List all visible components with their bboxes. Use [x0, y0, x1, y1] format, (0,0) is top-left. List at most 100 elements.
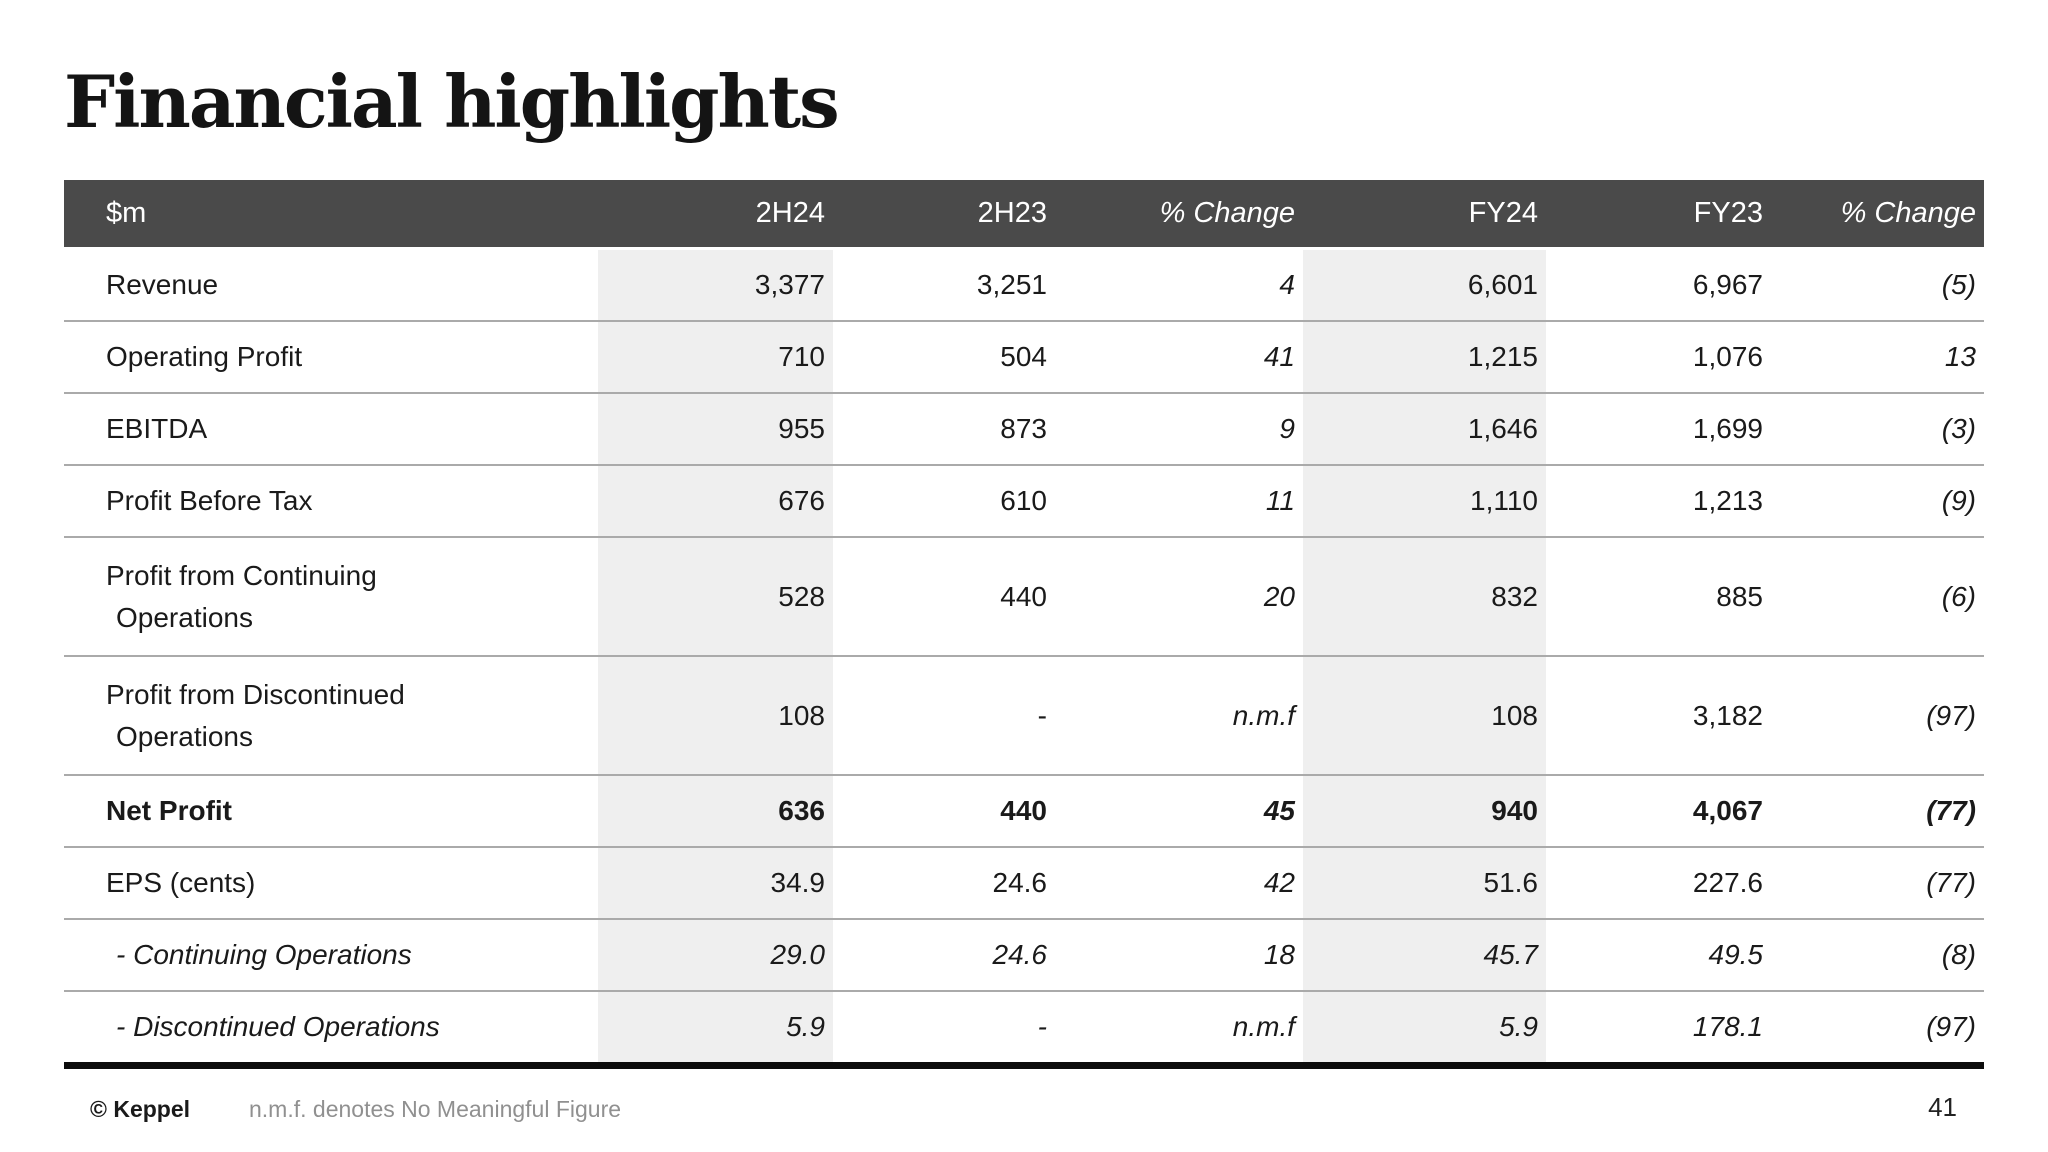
row-label: Operating Profit — [64, 322, 598, 392]
table-cell: 227.6 — [1692, 867, 1763, 898]
table-cell: 6,967 — [1692, 269, 1763, 300]
row-label-text: Operating Profit — [106, 341, 303, 372]
table-cell: 178.1 — [1692, 1011, 1763, 1042]
table-cell: 676 — [598, 466, 833, 536]
table-cell: (6) — [1941, 580, 1976, 612]
table-cell: 51.6 — [1303, 848, 1546, 918]
table-cell: n.m.f — [1232, 699, 1295, 731]
column-header-unit: $m — [106, 197, 147, 229]
table-cell: 955 — [598, 394, 833, 464]
row-label-text: Profit from Discontinued — [106, 678, 405, 710]
table-body: Revenue 3,377 3,251 4 6,601 6,967 (5) Op… — [64, 250, 1984, 1069]
table-row-operating-profit: Operating Profit 710 504 41 1,215 1,076 … — [64, 320, 1984, 392]
table-cell: 4,067 — [1692, 795, 1763, 826]
table-row-ebitda: EBITDA 955 873 9 1,646 1,699 (3) — [64, 392, 1984, 464]
table-cell: - — [1037, 699, 1047, 731]
table-cell: 45.7 — [1303, 920, 1546, 990]
table-cell: n.m.f — [1232, 1011, 1295, 1042]
table-cell: (8) — [1941, 939, 1976, 970]
column-header-fy23: FY23 — [1693, 197, 1763, 229]
table-cell: 13 — [1944, 341, 1976, 372]
row-label-text-line2: Operations — [116, 601, 253, 633]
table-cell: 108 — [1303, 657, 1546, 774]
table-cell: 20 — [1263, 580, 1295, 612]
table-cell: 3,182 — [1692, 699, 1763, 731]
column-header-fy24: FY24 — [1468, 197, 1538, 229]
table-row-eps-discontinued: - Discontinued Operations 5.9 - n.m.f 5.… — [64, 990, 1984, 1062]
table-cell: 108 — [598, 657, 833, 774]
table-cell: - — [1037, 1011, 1047, 1042]
table-cell: 11 — [1265, 485, 1295, 516]
table-cell: 636 — [598, 776, 833, 846]
table-cell: 6,601 — [1303, 250, 1546, 320]
table-row-eps-continuing: - Continuing Operations 29.0 24.6 18 45.… — [64, 918, 1984, 990]
table-cell: (77) — [1926, 867, 1976, 898]
table-row-profit-discontinued-operations: Profit from Discontinued Operations 108 … — [64, 655, 1984, 774]
table-cell: 41 — [1263, 341, 1295, 372]
table-cell: 885 — [1716, 580, 1763, 612]
column-header-full-year-change: % Change — [1840, 197, 1976, 229]
table-cell: 710 — [598, 322, 833, 392]
column-header-2h24: 2H24 — [755, 197, 825, 229]
table-cell: 18 — [1263, 939, 1295, 970]
table-cell: 29.0 — [598, 920, 833, 990]
table-cell: 504 — [1000, 341, 1047, 372]
table-cell: (97) — [1926, 699, 1976, 731]
table-cell: 5.9 — [1303, 992, 1546, 1062]
table-cell: 440 — [1000, 580, 1047, 612]
row-label-text: - Continuing Operations — [116, 939, 412, 970]
row-label-text: Profit from Continuing — [106, 559, 377, 591]
table-cell: 49.5 — [1708, 939, 1764, 970]
table-cell: 940 — [1303, 776, 1546, 846]
table-cell: 3,251 — [976, 269, 1047, 300]
table-cell: 42 — [1263, 867, 1295, 898]
row-label-text: Net Profit — [106, 795, 232, 826]
table-row-net-profit: Net Profit 636 440 45 940 4,067 (77) — [64, 774, 1984, 846]
row-label-text: EBITDA — [106, 413, 208, 444]
row-label: - Discontinued Operations — [64, 992, 598, 1062]
row-label-text: Profit Before Tax — [106, 485, 313, 516]
table-cell: 3,377 — [598, 250, 833, 320]
table-cell: 873 — [1000, 413, 1047, 444]
page-number: 41 — [1928, 1092, 1957, 1122]
row-label-text: Revenue — [106, 269, 219, 300]
table-header-row: $m 2H24 2H23 % Change FY24 FY23 % Change — [64, 180, 1984, 250]
table-row-eps: EPS (cents) 34.9 24.6 42 51.6 227.6 (77) — [64, 846, 1984, 918]
table-cell: 4 — [1279, 269, 1295, 300]
row-label: - Continuing Operations — [64, 920, 598, 990]
row-label-text: EPS (cents) — [106, 867, 256, 898]
row-label: Profit Before Tax — [64, 466, 598, 536]
table-cell: 24.6 — [992, 867, 1048, 898]
page-title: Financial highlights — [64, 59, 840, 144]
table-cell: 1,699 — [1692, 413, 1763, 444]
table-cell: 34.9 — [598, 848, 833, 918]
table-cell: 45 — [1263, 795, 1295, 826]
financial-highlights-table: $m 2H24 2H23 % Change FY24 FY23 % Change… — [64, 180, 1984, 1069]
table-cell: (77) — [1926, 795, 1976, 826]
row-label: EPS (cents) — [64, 848, 598, 918]
copyright-label: © Keppel — [90, 1096, 191, 1122]
table-cell: 5.9 — [598, 992, 833, 1062]
column-header-half-year-change: % Change — [1159, 197, 1295, 229]
table-cell: 1,076 — [1692, 341, 1763, 372]
table-cell: 832 — [1303, 538, 1546, 655]
table-row-profit-before-tax: Profit Before Tax 676 610 11 1,110 1,213… — [64, 464, 1984, 536]
table-row-profit-continuing-operations: Profit from Continuing Operations 528 44… — [64, 536, 1984, 655]
row-label-text-line2: Operations — [116, 720, 253, 752]
table-cell: 1,646 — [1303, 394, 1546, 464]
table-cell: 610 — [1000, 485, 1047, 516]
table-cell: (9) — [1941, 485, 1976, 516]
nmf-footnote: n.m.f. denotes No Meaningful Figure — [249, 1096, 622, 1122]
table-cell: 9 — [1279, 413, 1295, 444]
row-label: Profit from Continuing Operations — [64, 538, 598, 655]
table-cell: 528 — [598, 538, 833, 655]
row-label-text: - Discontinued Operations — [116, 1011, 440, 1042]
table-cell: (5) — [1941, 269, 1976, 300]
column-header-2h23: 2H23 — [977, 197, 1047, 229]
table-cell: 1,110 — [1303, 466, 1546, 536]
table-cell: 1,213 — [1692, 485, 1763, 516]
row-label: EBITDA — [64, 394, 598, 464]
row-label: Profit from Discontinued Operations — [64, 657, 598, 774]
row-label: Revenue — [64, 250, 598, 320]
table-cell: 440 — [1000, 795, 1047, 826]
